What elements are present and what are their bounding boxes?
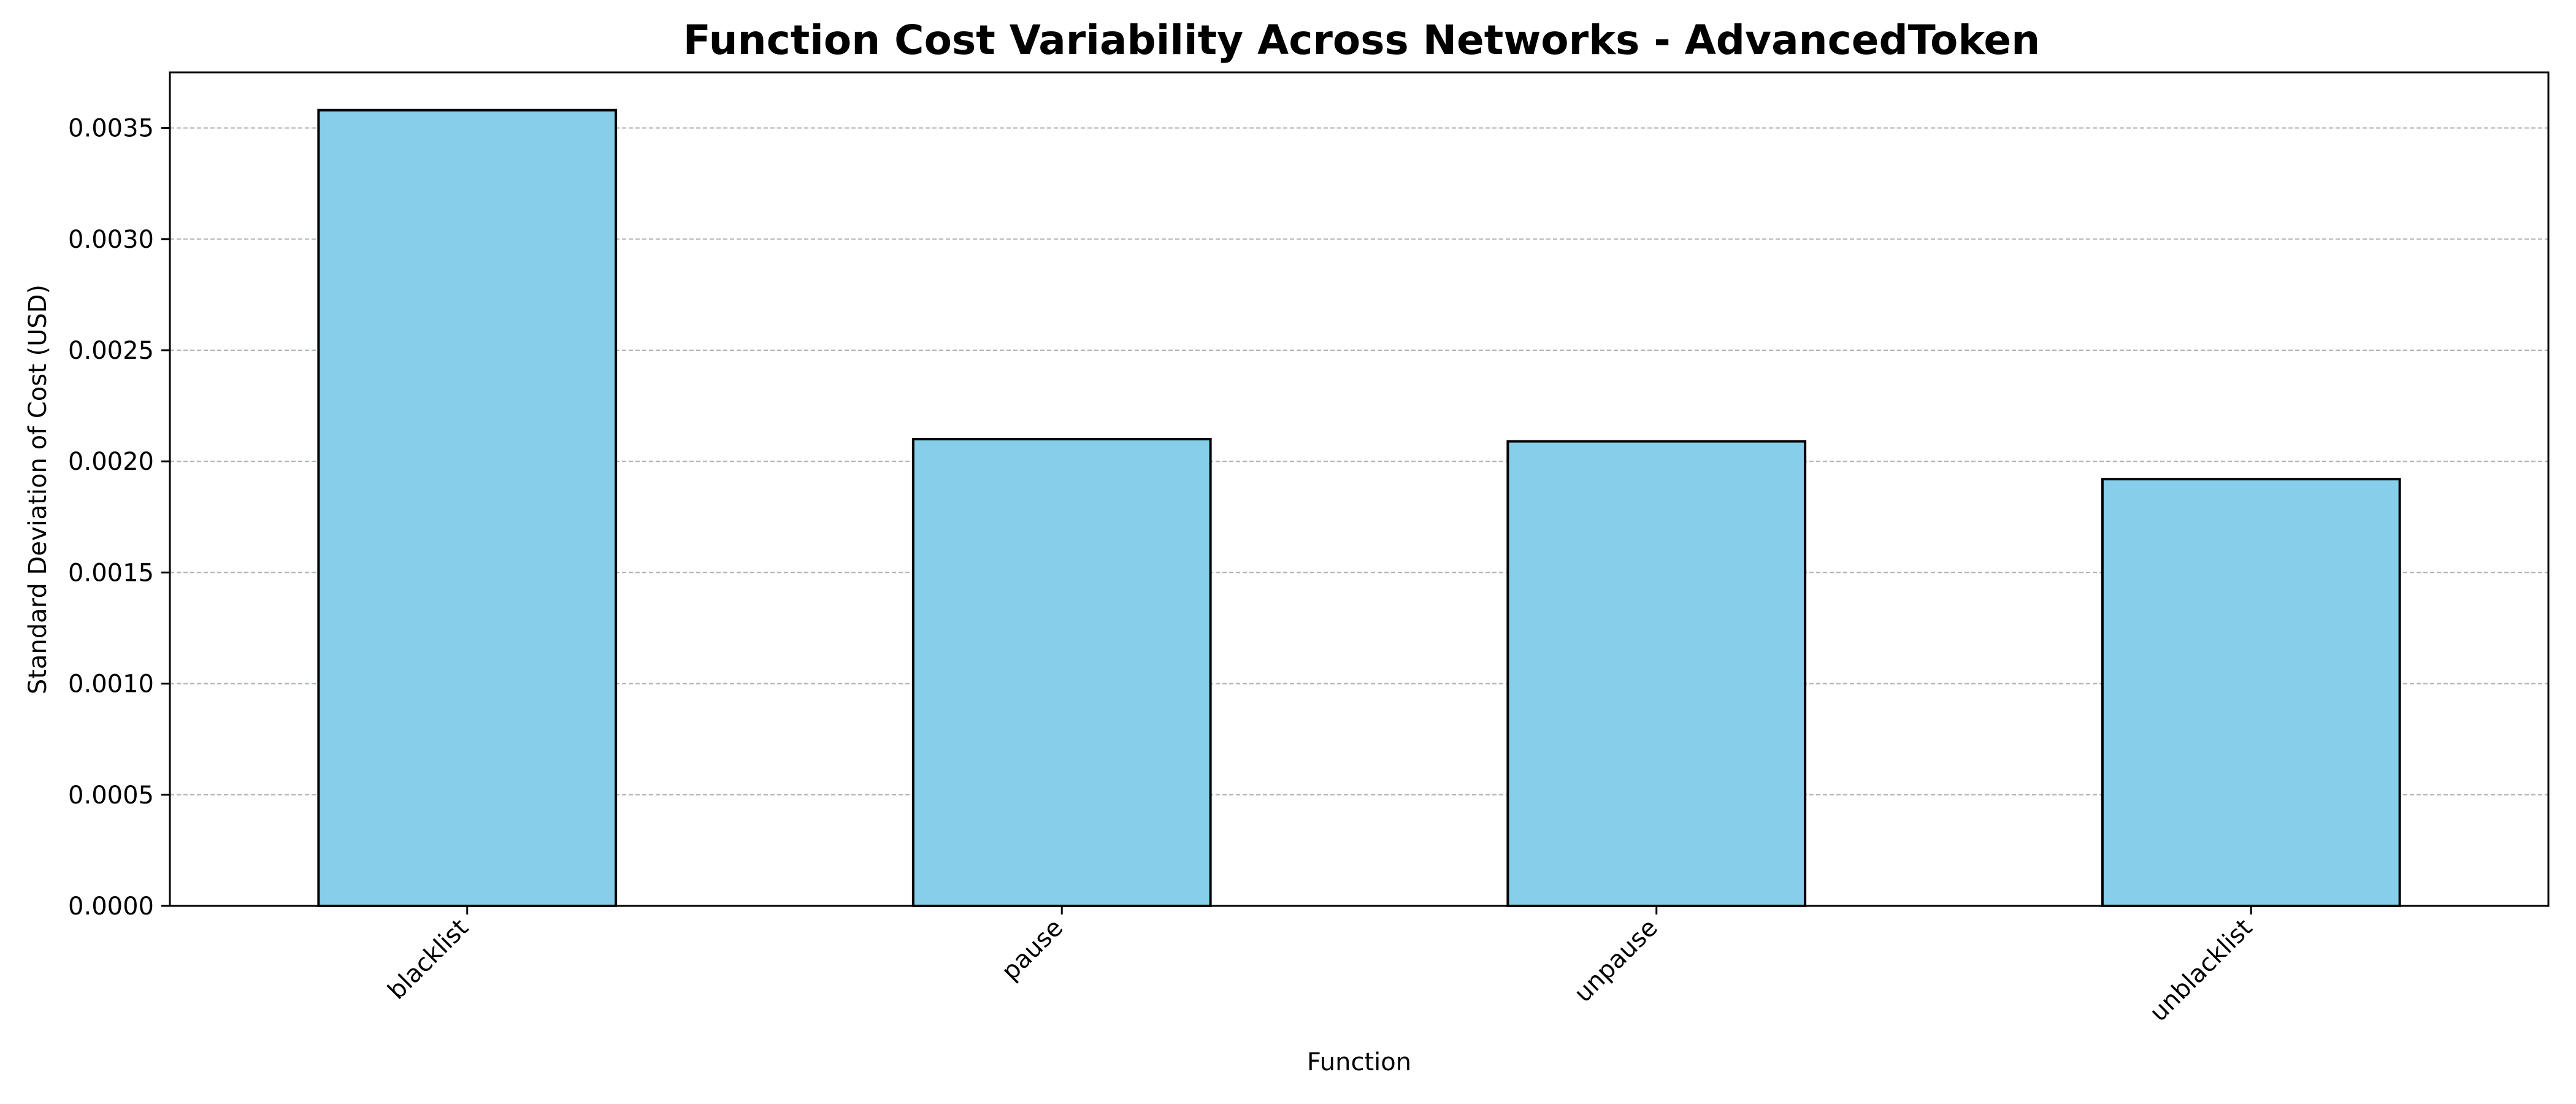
bar-unpause — [1506, 440, 1807, 907]
y-tick-label: 0.0010 — [68, 670, 154, 699]
y-tick-label: 0.0025 — [68, 337, 154, 365]
y-tick-label: 0.0005 — [68, 781, 154, 810]
bar-pause — [911, 437, 1212, 907]
x-axis-label: Function — [1307, 1048, 1411, 1076]
y-tick-label: 0.0000 — [68, 892, 154, 921]
y-tick-label: 0.0035 — [68, 115, 154, 143]
y-axis-label: Standard Deviation of Cost (USD) — [24, 285, 52, 694]
plot-frame — [169, 71, 2550, 907]
chart-title: Function Cost Variability Across Network… — [683, 17, 2040, 64]
bar-blacklist — [317, 109, 618, 907]
bar-unblacklist — [2101, 478, 2401, 907]
y-tick-label: 0.0030 — [68, 226, 154, 254]
y-axis-ticks: 0.0000 0.0005 0.0010 0.0015 0.0020 0.0025 0.00… — [68, 115, 170, 921]
y-tick-label: 0.0020 — [68, 448, 154, 476]
y-tick-label: 0.0015 — [68, 559, 154, 587]
